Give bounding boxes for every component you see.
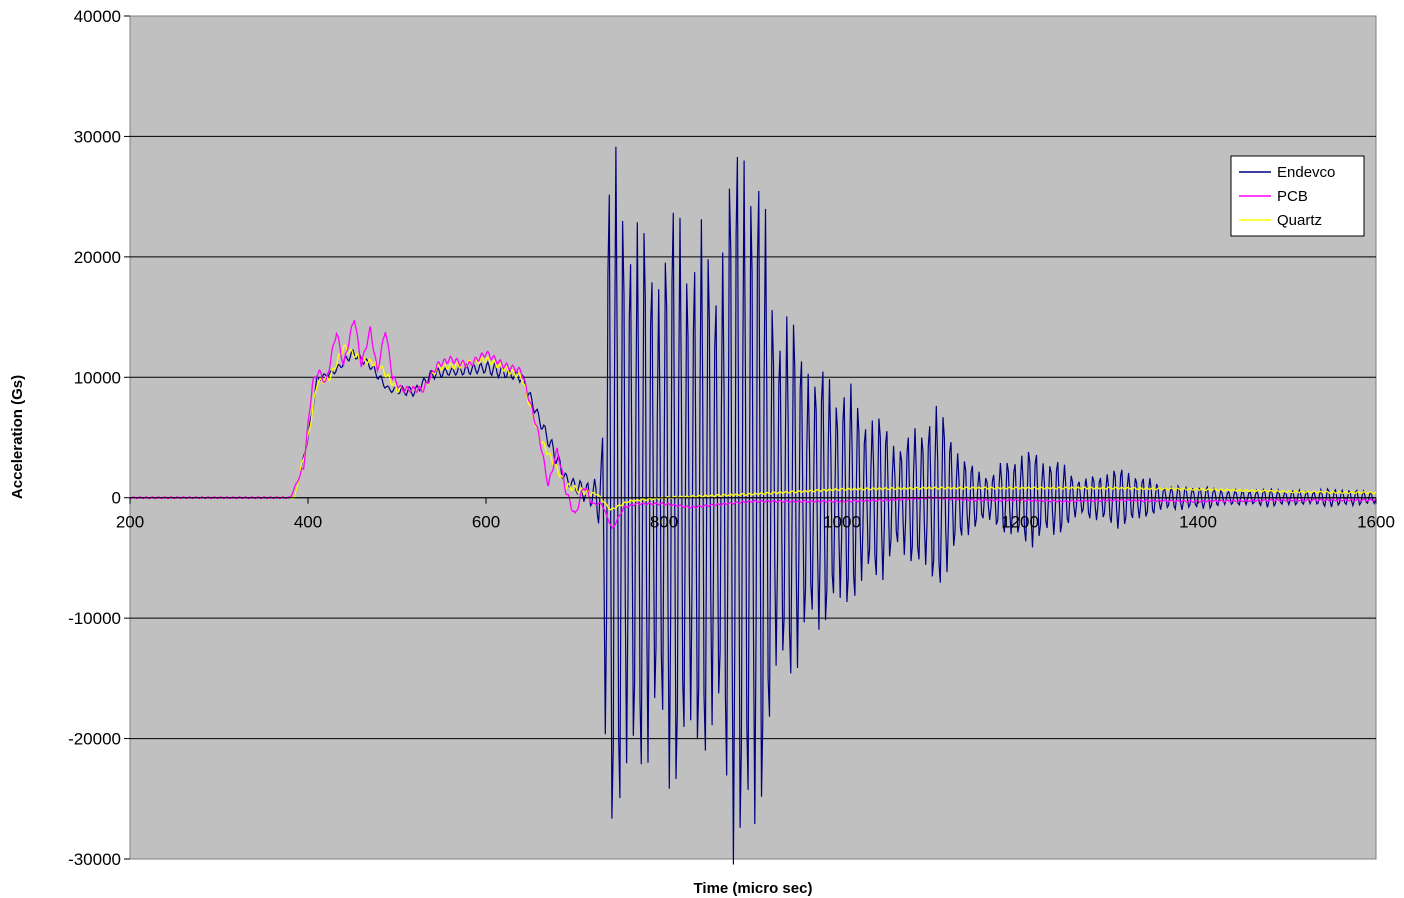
series-line-pcb — [129, 319, 1377, 530]
y-tick-label: 0 — [112, 489, 121, 508]
series-line-quartz — [129, 344, 1377, 511]
legend-label-quartz: Quartz — [1277, 212, 1322, 229]
axes: -30000 -20000 -10000 0 10000 20000 30000 40000 2… — [68, 7, 1395, 869]
x-tick-label: 200 — [116, 513, 144, 532]
y-tick-label: -20000 — [68, 730, 121, 749]
legend-label-pcb: PCB — [1277, 188, 1308, 205]
legend-label-endevco: Endevco — [1277, 164, 1335, 181]
x-tick-label: 600 — [472, 513, 500, 532]
legend: Endevco PCB Quartz — [1230, 155, 1365, 237]
x-tick-label: 1600 — [1357, 513, 1395, 532]
series-line-endevco — [130, 146, 1377, 865]
x-tick-label: 400 — [294, 513, 322, 532]
series-group — [129, 146, 1377, 865]
x-tick-label: 1400 — [1179, 513, 1217, 532]
y-axis-title: Acceleration (Gs) — [9, 375, 26, 499]
x-tick-label: 1000 — [823, 513, 861, 532]
y-tick-label: 30000 — [74, 127, 121, 146]
x-tick-label: 800 — [650, 513, 678, 532]
y-tick-label: -30000 — [68, 850, 121, 869]
y-tick-label: -10000 — [68, 609, 121, 628]
y-tick-label: 40000 — [74, 7, 121, 26]
y-tick-label: 20000 — [74, 248, 121, 267]
x-tick-label: 1200 — [1001, 513, 1039, 532]
y-tick-label: 10000 — [74, 368, 121, 387]
x-axis-title: Time (micro sec) — [694, 880, 813, 897]
